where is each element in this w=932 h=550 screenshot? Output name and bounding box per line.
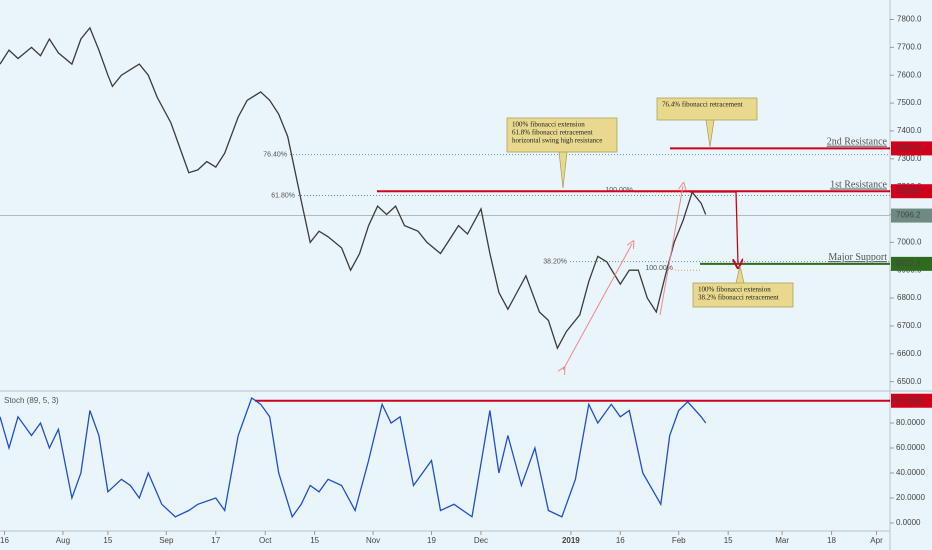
x-tick-label: Dec xyxy=(474,536,488,545)
x-tick-label: 2019 xyxy=(562,536,580,545)
price-tag-label: 7096.2 xyxy=(896,211,921,220)
y-tick-label: 6800.0 xyxy=(897,293,922,302)
y-tick-label: 7800.0 xyxy=(897,15,922,24)
x-tick-label: 16 xyxy=(616,536,625,545)
y-tick-label: 40.0000 xyxy=(896,468,925,477)
fib-label: 100.00% xyxy=(645,265,673,272)
fib-label: 76.40% xyxy=(263,151,287,158)
x-tick-label: 16 xyxy=(0,536,9,545)
level-label: 1st Resistance xyxy=(830,180,887,191)
level-label: Major Support xyxy=(828,252,887,263)
y-tick-label: 7000.0 xyxy=(897,237,922,246)
x-tick-label: Nov xyxy=(366,536,380,545)
y-tick-label: 0.0000 xyxy=(896,518,921,527)
y-tick-label: 6600.0 xyxy=(897,349,922,358)
target-arrow xyxy=(690,191,738,264)
callout xyxy=(692,265,794,308)
x-tick-label: Apr xyxy=(870,536,883,545)
x-tick-label: 15 xyxy=(103,536,112,545)
level-tag xyxy=(891,141,932,156)
y-tick-label: 7400.0 xyxy=(897,126,922,135)
y-tick-label: 7300.0 xyxy=(897,154,922,163)
x-tick-label: Mar xyxy=(775,536,789,545)
fib-label: 38.20% xyxy=(543,258,567,265)
y-tick-label: 20.0000 xyxy=(896,493,925,502)
x-tick-label: 15 xyxy=(310,536,319,545)
callout-text: 100% fibonacci extension xyxy=(698,286,771,294)
level-tag-label: 7183.6 xyxy=(896,186,921,195)
price-tag xyxy=(891,208,932,223)
y-tick-label: 60.0000 xyxy=(896,443,925,452)
y-tick-label: 7700.0 xyxy=(897,42,922,51)
y-tick-label: 7600.0 xyxy=(897,70,922,79)
x-tick-label: 19 xyxy=(427,536,436,545)
level-tag-label: 6922.8 xyxy=(896,259,921,268)
stoch-tag-label: 97.8142 xyxy=(894,396,923,405)
x-tick-label: 17 xyxy=(211,536,220,545)
level-tag-label: 7337.3 xyxy=(896,144,921,153)
x-tick-label: Sep xyxy=(159,536,174,545)
callout xyxy=(506,117,618,189)
stoch-tag xyxy=(891,393,932,408)
callout-text: 38.2% fibonacci retracement xyxy=(698,294,779,302)
level-label: 2nd Resistance xyxy=(827,137,888,148)
stoch-title: Stoch (89, 5, 3) xyxy=(4,396,59,405)
level-tag xyxy=(891,184,932,199)
fib-label: 61.80% xyxy=(271,192,295,199)
callout-text: 76.4% fibonacci retracement xyxy=(662,101,743,109)
y-tick-label: 6500.0 xyxy=(897,377,922,386)
x-tick-label: Oct xyxy=(259,536,272,545)
stoch-line xyxy=(0,396,707,519)
y-tick-label: 6700.0 xyxy=(897,321,922,330)
y-tick-label: 7500.0 xyxy=(897,98,922,107)
x-tick-label: Feb xyxy=(672,536,686,545)
trend-arrow xyxy=(563,244,632,370)
callout-text: 100% fibonacci extension xyxy=(512,121,585,129)
y-tick-label: 80.0000 xyxy=(896,418,925,427)
x-tick-label: 18 xyxy=(827,536,836,545)
trend-arrow xyxy=(659,186,683,316)
callout-text: horizontal swing high resistance xyxy=(512,137,602,145)
level-tag xyxy=(891,256,932,271)
x-tick-label: Aug xyxy=(56,536,70,545)
x-tick-label: 15 xyxy=(724,536,733,545)
callout xyxy=(656,97,758,148)
callout-text: 61.8% fibonacci retracement xyxy=(512,129,593,137)
